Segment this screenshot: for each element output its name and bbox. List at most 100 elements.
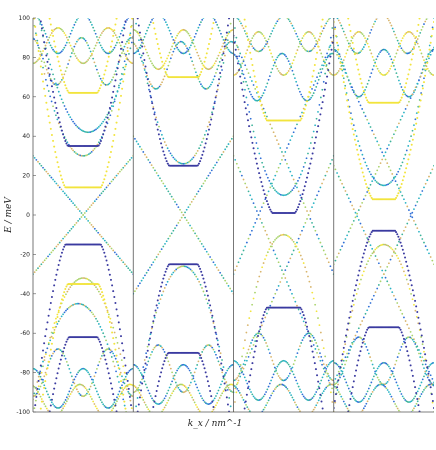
band-point [138, 31, 141, 34]
band-point [49, 348, 52, 351]
band-point [93, 129, 96, 132]
band-point [45, 35, 48, 38]
band-point [159, 345, 162, 348]
band-point [357, 153, 360, 156]
band-point [320, 52, 323, 55]
band-point [376, 55, 379, 58]
band-point [400, 345, 403, 348]
band-point [411, 338, 414, 341]
band-point [122, 398, 125, 401]
band-point [53, 247, 56, 250]
band-p3-flat-1 [233, 34, 334, 215]
band-point [240, 56, 243, 59]
band-point [121, 384, 123, 387]
band-point [236, 377, 239, 379]
band-point [292, 27, 295, 30]
band-point [411, 374, 414, 377]
band-point [245, 393, 248, 396]
band-point [106, 165, 109, 168]
band-point [124, 263, 126, 266]
band-point [222, 377, 225, 380]
band-point [171, 371, 174, 374]
band-point [88, 57, 91, 60]
band-point [123, 68, 126, 71]
band-point [276, 385, 279, 388]
band-point [224, 389, 227, 392]
band-point [347, 105, 350, 108]
band-point [82, 155, 85, 157]
band-point [276, 139, 278, 142]
band-point [313, 141, 316, 144]
band-point [221, 369, 224, 371]
band-point [252, 147, 255, 150]
band-point [355, 369, 358, 372]
band-point [400, 86, 403, 88]
band-point [300, 117, 303, 120]
band-point [336, 18, 339, 20]
band-point [162, 150, 165, 153]
band-point [120, 72, 123, 75]
band-point [33, 395, 36, 397]
band-point [307, 172, 310, 175]
band-point [225, 396, 228, 399]
band-point [412, 380, 415, 383]
band-point [227, 386, 230, 389]
band-point [253, 334, 256, 337]
band-point [163, 18, 166, 21]
band-point [302, 47, 305, 49]
band-point [251, 95, 254, 98]
band-point [47, 115, 50, 118]
band-point [82, 37, 85, 40]
band-point [266, 40, 269, 43]
band-point [70, 52, 73, 54]
band-point [431, 168, 434, 171]
band-point [87, 391, 90, 393]
band-point [371, 180, 374, 183]
band-point [194, 195, 196, 198]
band-point [386, 147, 389, 150]
band-point [324, 370, 326, 373]
band-point [164, 60, 167, 62]
band-point [297, 87, 300, 90]
band-point [130, 407, 133, 410]
band-point [369, 233, 372, 236]
band-point [216, 88, 219, 91]
band-point [89, 375, 92, 378]
band-point [319, 75, 321, 77]
band-point [83, 277, 86, 280]
y-tick-label: -60 [20, 330, 30, 337]
band-point [399, 309, 402, 312]
band-point [242, 80, 245, 83]
band-point [340, 68, 343, 71]
band-point [101, 81, 104, 84]
band-point [431, 401, 434, 404]
band-point [216, 392, 219, 395]
band-point [145, 352, 148, 355]
band-point [151, 325, 154, 328]
band-point [379, 280, 382, 283]
band-point [46, 321, 49, 324]
band-point [97, 231, 100, 234]
band-point [123, 382, 126, 385]
band-point [316, 374, 319, 377]
band-point [42, 365, 44, 368]
band-point [77, 153, 80, 156]
band-point [153, 27, 156, 30]
band-point [58, 241, 61, 244]
band-point [296, 304, 298, 307]
band-point [148, 357, 151, 359]
band-point [54, 349, 57, 352]
band-point [147, 84, 150, 87]
band-point [170, 232, 173, 235]
band-point [141, 396, 143, 399]
band-point [423, 367, 425, 369]
band-point [99, 44, 102, 47]
band-point [67, 231, 69, 234]
band-point [183, 43, 186, 45]
band-point [189, 224, 191, 227]
band-point [156, 121, 159, 123]
band-point [367, 168, 370, 170]
band-point [195, 383, 197, 386]
band-point [387, 165, 390, 168]
band-point [143, 359, 146, 361]
